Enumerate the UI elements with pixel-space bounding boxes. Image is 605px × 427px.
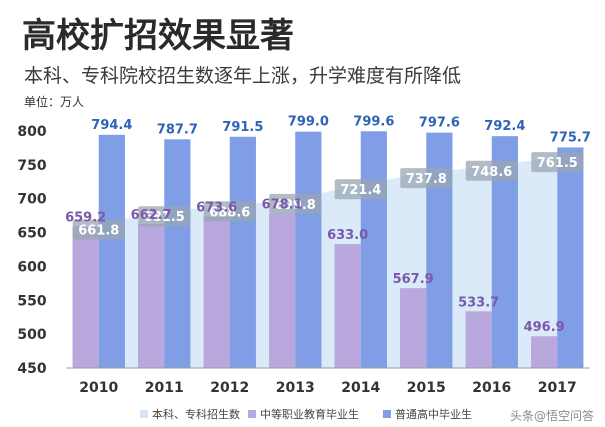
watermark: 头条@悟空问答 [510,408,594,423]
highschool-label-2012: 791.5 [222,120,263,135]
highschool-label-2013: 799.0 [288,115,329,130]
area-label-box-2012 [203,201,256,222]
x-tick-2016: 2016 [472,380,511,396]
bar-highschool-2012 [229,136,256,368]
bar-vocational-2010 [72,226,99,368]
area-label-box-2015 [400,168,453,189]
y-tick-700: 700 [17,192,46,208]
highschool-label-2016: 792.4 [484,119,525,134]
y-tick-800: 800 [17,124,46,140]
x-tick-2011: 2011 [145,380,184,396]
area-label-box-2014 [334,179,387,200]
area-label-2015: 737.8 [406,172,447,187]
chart-subtitle: 本科、专科院校招生数逐年上涨，升学难度有所降低 [24,65,461,87]
bar-highschool-2013 [295,131,322,368]
legend: 本科、专科招生数 中等职业教育毕业生 普通高中毕业生 [140,407,472,421]
bar-vocational-2016 [465,311,492,368]
bar-vocational-2017 [531,336,558,368]
y-tick-650: 650 [17,226,46,242]
bar-vocational-2011 [138,223,165,368]
area-label-2012: 688.6 [209,205,250,220]
vocational-label-2014: 633.0 [327,228,368,243]
area-label-box-2010 [72,219,125,240]
bar-highschool-2015 [426,132,453,368]
bar-vocational-2012 [203,216,230,368]
area-label-box-2017 [531,152,584,173]
highschool-label-2010: 794.4 [91,118,132,133]
highschool-label-2014: 799.6 [353,114,394,129]
vocational-label-2016: 533.7 [458,295,499,310]
unit-label: 单位：万人 [24,94,84,109]
legend-swatch-0 [140,410,148,418]
legend-label-0: 本科、专科招生数 [152,407,240,421]
vocational-label-2015: 567.9 [393,272,434,287]
vocational-label-2017: 496.9 [524,320,565,335]
area-label-2016: 748.6 [471,165,512,180]
legend-label-2: 普通高中毕业生 [395,407,472,421]
area-label-box-2013 [269,193,322,214]
highschool-label-2015: 797.6 [419,116,460,131]
vocational-label-2011: 662.7 [131,208,172,223]
area-label-2011: 681.5 [144,210,185,225]
x-tick-2013: 2013 [276,380,315,396]
bar-highschool-2011 [164,139,191,368]
x-tick-2010: 2010 [79,380,118,396]
area-label-2013: 699.8 [275,198,316,213]
y-tick-750: 750 [17,158,46,174]
bar-highschool-2010 [98,134,125,368]
vocational-label-2010: 659.2 [65,210,106,225]
y-tick-450: 450 [17,361,46,377]
bar-highschool-2014 [360,131,387,368]
legend-swatch-2 [383,410,391,418]
highschool-label-2017: 775.7 [550,130,591,145]
plot-area: 661.8 681.5 688.6 699.8 721.4 737.8 748.6 761.5… [17,114,591,396]
vocational-label-2013: 678.1 [262,198,303,213]
area-label-box-2011 [138,206,191,227]
x-tick-2012: 2012 [210,380,249,396]
x-tick-2014: 2014 [341,380,380,396]
area-label-2017: 761.5 [537,156,578,171]
legend-label-1: 中等职业教育毕业生 [260,407,359,421]
bar-vocational-2013 [269,213,296,368]
area-label-2010: 661.8 [78,224,119,239]
x-tick-2015: 2015 [407,380,446,396]
area-label-box-2016 [465,160,518,181]
vocational-label-2012: 673.6 [196,201,237,216]
y-tick-600: 600 [17,259,46,275]
highschool-label-2011: 787.7 [157,122,198,137]
y-tick-500: 500 [17,327,46,343]
area-label-2014: 721.4 [340,183,381,198]
bar-vocational-2014 [334,244,361,368]
x-tick-2017: 2017 [538,380,577,396]
y-tick-550: 550 [17,293,46,309]
bar-highschool-2017 [557,147,584,368]
bar-vocational-2015 [400,288,427,368]
legend-swatch-1 [248,410,256,418]
chart-title: 高校扩招效果显著 [22,16,294,56]
